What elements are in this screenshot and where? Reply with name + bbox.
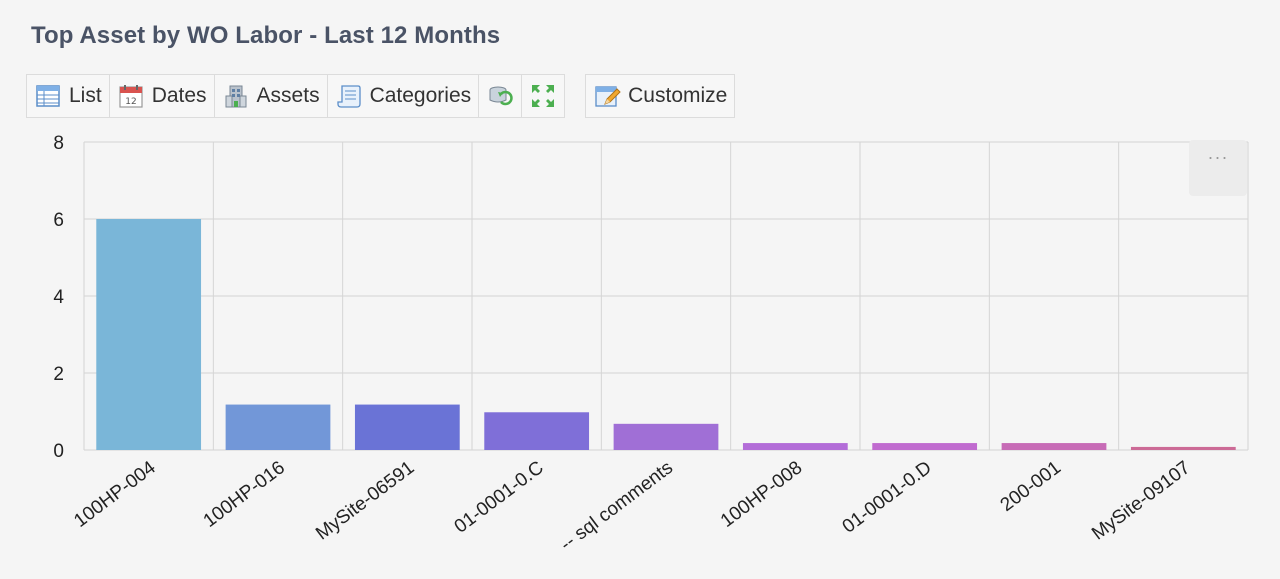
assets-button[interactable]: Assets (215, 75, 328, 117)
refresh-button[interactable] (479, 75, 523, 117)
customize-button[interactable]: Customize (586, 75, 734, 117)
list-button[interactable]: List (27, 75, 110, 117)
y-tick-label: 6 (53, 210, 64, 231)
assets-label: Assets (256, 84, 320, 107)
y-tick-label: 2 (53, 364, 64, 385)
list-label: List (69, 84, 102, 107)
list-icon (36, 85, 60, 107)
bar[interactable] (1130, 446, 1236, 450)
scroll-icon (336, 85, 361, 108)
y-tick-label: 0 (53, 441, 64, 462)
categories-label: Categories (369, 84, 472, 107)
bar[interactable] (872, 443, 978, 450)
x-tick-label: 100HP-008 (717, 457, 806, 532)
y-axis-ticks: 0 2 4 6 8 (53, 133, 64, 462)
toolbar-customize-group: Customize (585, 74, 736, 118)
x-tick-label: 01-0001-0.C (451, 457, 548, 537)
customize-icon (595, 86, 621, 107)
building-icon (225, 85, 247, 108)
x-tick-label: 100HP-016 (200, 457, 289, 532)
chart-bars (96, 219, 1236, 450)
customize-label: Customize (628, 84, 728, 107)
refresh-icon (489, 86, 513, 106)
toolbar-main-group: List 12 Dates Assets (26, 74, 566, 118)
x-tick-label: 200-001 (997, 457, 1065, 516)
bar[interactable] (613, 423, 719, 450)
x-tick-label: -- sql comments (556, 457, 677, 555)
dates-button[interactable]: 12 Dates (110, 75, 215, 117)
dates-label: Dates (151, 84, 207, 107)
bar[interactable] (354, 404, 460, 450)
svg-text:12: 12 (125, 97, 136, 107)
categories-button[interactable]: Categories (328, 75, 480, 117)
expand-icon (532, 85, 555, 107)
bar[interactable] (225, 404, 331, 450)
bar[interactable] (96, 219, 202, 450)
toolbar: List 12 Dates Assets (26, 74, 736, 118)
expand-button[interactable] (522, 75, 564, 117)
bar[interactable] (1001, 443, 1107, 450)
x-tick-label: MySite-09107 (1088, 457, 1194, 544)
calendar-icon: 12 (119, 85, 143, 108)
x-tick-label: 01-0001-0.D (839, 457, 936, 537)
chart-title: Top Asset by WO Labor - Last 12 Months (31, 22, 501, 49)
x-tick-label: 100HP-004 (70, 457, 160, 532)
bar-chart: 0 2 4 6 8 100HP-004 100HP-016 MySite-06591 01-0… (53, 133, 1249, 555)
y-tick-label: 4 (53, 287, 64, 308)
y-tick-label: 8 (53, 133, 64, 154)
chart-grid (83, 141, 1249, 451)
x-axis-ticks: 100HP-004 100HP-016 MySite-06591 01-0001-0.… (70, 457, 1194, 555)
x-tick-label: MySite-06591 (312, 457, 418, 544)
bar[interactable] (742, 443, 848, 450)
bar[interactable] (484, 412, 590, 450)
chart-menu-button[interactable]: ··· (1189, 140, 1247, 196)
